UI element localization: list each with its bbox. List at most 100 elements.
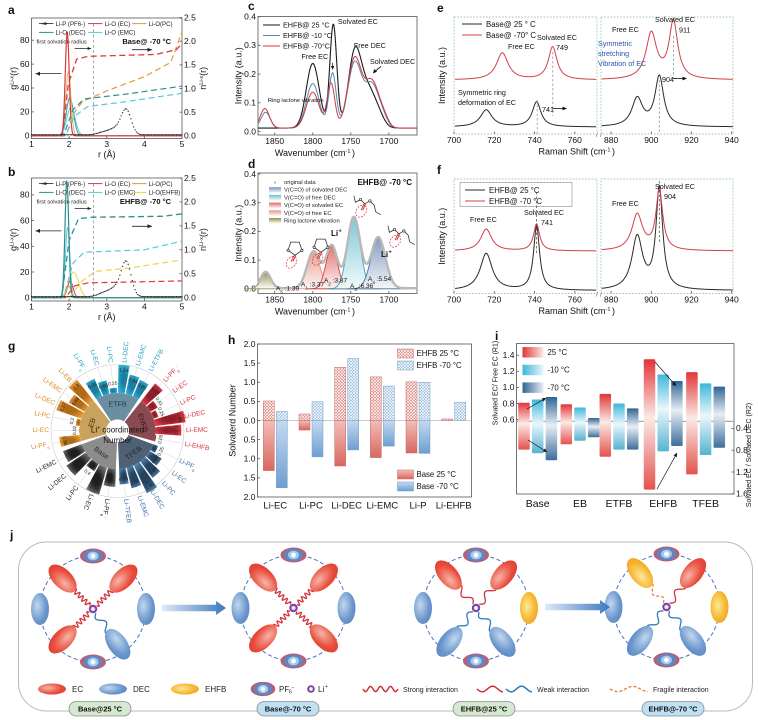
svg-text:2.0: 2.0: [244, 492, 256, 502]
svg-text:+: +: [339, 229, 342, 235]
svg-text:2: 2: [67, 302, 72, 312]
svg-text:760: 760: [568, 295, 582, 305]
svg-text:1.34: 1.34: [89, 484, 100, 493]
svg-text:Base@ 25 ° C: Base@ 25 ° C: [486, 20, 536, 29]
svg-text:0.66: 0.66: [98, 382, 109, 391]
svg-text:V(C=O) of free DEC: V(C=O) of free DEC: [284, 195, 336, 201]
svg-text:Li-DEC: Li-DEC: [331, 501, 362, 512]
svg-text:700: 700: [447, 295, 461, 305]
svg-text:nLi-x(r): nLi-x(r): [198, 67, 208, 90]
svg-text:/: /: [600, 133, 602, 139]
svg-text:20: 20: [20, 107, 30, 117]
svg-text:0.0: 0.0: [244, 415, 256, 425]
svg-text:): ): [612, 147, 615, 157]
svg-text:Solvated EC/ Free EC (R1): Solvated EC/ Free EC (R1): [493, 341, 500, 425]
svg-text:EHFB@-70 °C: EHFB@-70 °C: [648, 705, 698, 714]
svg-text:20: 20: [20, 267, 30, 277]
svg-text:1850: 1850: [265, 295, 284, 305]
svg-text:1: 1: [29, 302, 34, 312]
svg-text:Intensity (a.u.): Intensity (a.u.): [437, 47, 447, 104]
svg-text:0.5: 0.5: [184, 107, 196, 117]
svg-text:0.4: 0.4: [83, 468, 92, 477]
svg-text:3: 3: [104, 302, 109, 312]
svg-text:i: i: [495, 329, 498, 343]
svg-text:0.67: 0.67: [151, 454, 162, 465]
svg-text:0.94: 0.94: [128, 377, 139, 386]
svg-text:0.6: 0.6: [503, 414, 515, 424]
svg-text:Li-PC: Li-PC: [34, 410, 52, 420]
svg-text:Base@-70 °C: Base@-70 °C: [265, 705, 312, 714]
svg-text:Li-PC: Li-PC: [299, 501, 323, 512]
svg-text:Solvated EC: Solvated EC: [655, 15, 695, 24]
svg-text:a: a: [8, 3, 15, 17]
svg-text:Li-EMC: Li-EMC: [186, 427, 208, 434]
svg-text:g: g: [8, 339, 15, 353]
svg-text:0.4: 0.4: [736, 423, 748, 433]
svg-text:1.5: 1.5: [184, 60, 196, 70]
svg-text:0.05: 0.05: [157, 434, 165, 445]
svg-text:-1: -1: [346, 308, 351, 314]
svg-text:1.00: 1.00: [130, 478, 141, 487]
svg-text:741: 741: [541, 218, 553, 227]
svg-text:0: 0: [25, 131, 30, 141]
svg-text:1.0: 1.0: [503, 382, 515, 392]
svg-text:0.91: 0.91: [87, 381, 98, 391]
svg-text:904: 904: [662, 75, 674, 84]
svg-text:): ): [352, 307, 355, 317]
svg-text:1.5: 1.5: [244, 358, 256, 368]
svg-text:720: 720: [487, 135, 501, 145]
svg-text:0: 0: [25, 293, 30, 303]
svg-text:V(C=O) of solvated EC: V(C=O) of solvated EC: [284, 203, 343, 209]
svg-text:-70 °C: -70 °C: [548, 383, 571, 392]
svg-text:5: 5: [180, 302, 185, 312]
svg-text:880: 880: [604, 295, 618, 305]
svg-text:900: 900: [644, 135, 658, 145]
svg-text:first solvation radius: first solvation radius: [37, 200, 87, 206]
svg-text:1.2: 1.2: [736, 467, 748, 477]
svg-text:1.0: 1.0: [244, 454, 256, 464]
svg-text:0.2: 0.2: [244, 226, 256, 236]
svg-text:0.5: 0.5: [244, 434, 256, 444]
svg-text:Li-O (EMC): Li-O (EMC): [105, 190, 136, 197]
svg-text:e: e: [437, 1, 444, 15]
svg-text:Solvated EC: Solvated EC: [338, 17, 378, 26]
svg-text:Intensity (a.u.): Intensity (a.u.): [234, 47, 244, 104]
svg-text:Free EC: Free EC: [612, 199, 639, 208]
svg-text:1800: 1800: [303, 295, 322, 305]
svg-text:EB: EB: [86, 417, 98, 429]
svg-text:): ): [352, 148, 355, 158]
svg-text:Wavenumber (cm: Wavenumber (cm: [275, 307, 346, 317]
svg-text:Solvated EC: Solvated EC: [537, 33, 577, 42]
svg-text:40: 40: [20, 83, 30, 93]
svg-text:0.4: 0.4: [244, 12, 256, 22]
svg-text:1.0: 1.0: [184, 83, 196, 93]
svg-text:Intensity (a.u.): Intensity (a.u.): [437, 208, 447, 265]
svg-text:EHFB@ -70 °C: EHFB@ -70 °C: [357, 178, 412, 187]
svg-text:0.2: 0.2: [69, 417, 76, 425]
svg-text:-: -: [292, 685, 294, 691]
svg-text:A3 :6.36: A3 :6.36: [350, 283, 374, 292]
svg-text:Li: Li: [318, 685, 324, 694]
svg-text:1.08: 1.08: [150, 385, 161, 396]
svg-text:0.5: 0.5: [184, 269, 196, 279]
svg-text:Solvated EC: Solvated EC: [524, 208, 564, 217]
svg-text:Solvaterd Number: Solvaterd Number: [228, 384, 238, 457]
svg-text:0.8: 0.8: [736, 445, 748, 455]
svg-text:1.13: 1.13: [68, 463, 79, 474]
svg-text:Li-TFEB: Li-TFEB: [122, 499, 132, 524]
svg-text:Li-P (PF6-): Li-P (PF6-): [56, 181, 86, 188]
svg-text:1: 1: [29, 139, 34, 149]
svg-text:EHFB@25 °C: EHFB@25 °C: [461, 705, 508, 714]
svg-text:Vibration of EC: Vibration of EC: [598, 59, 646, 68]
svg-text:920: 920: [684, 135, 698, 145]
svg-text:Li-O(EHFB): Li-O(EHFB): [149, 190, 181, 197]
svg-text:0.86: 0.86: [105, 478, 115, 485]
svg-text:Solvated EC: Solvated EC: [655, 182, 695, 191]
svg-text:1700: 1700: [379, 295, 398, 305]
svg-text:0.3: 0.3: [244, 40, 256, 50]
svg-text:740: 740: [528, 295, 542, 305]
svg-text:720: 720: [487, 295, 501, 305]
svg-text:Li-EHFB: Li-EHFB: [436, 501, 472, 512]
svg-text:Ring lactone vibration: Ring lactone vibration: [284, 219, 340, 225]
svg-text:0.1: 0.1: [244, 255, 256, 265]
